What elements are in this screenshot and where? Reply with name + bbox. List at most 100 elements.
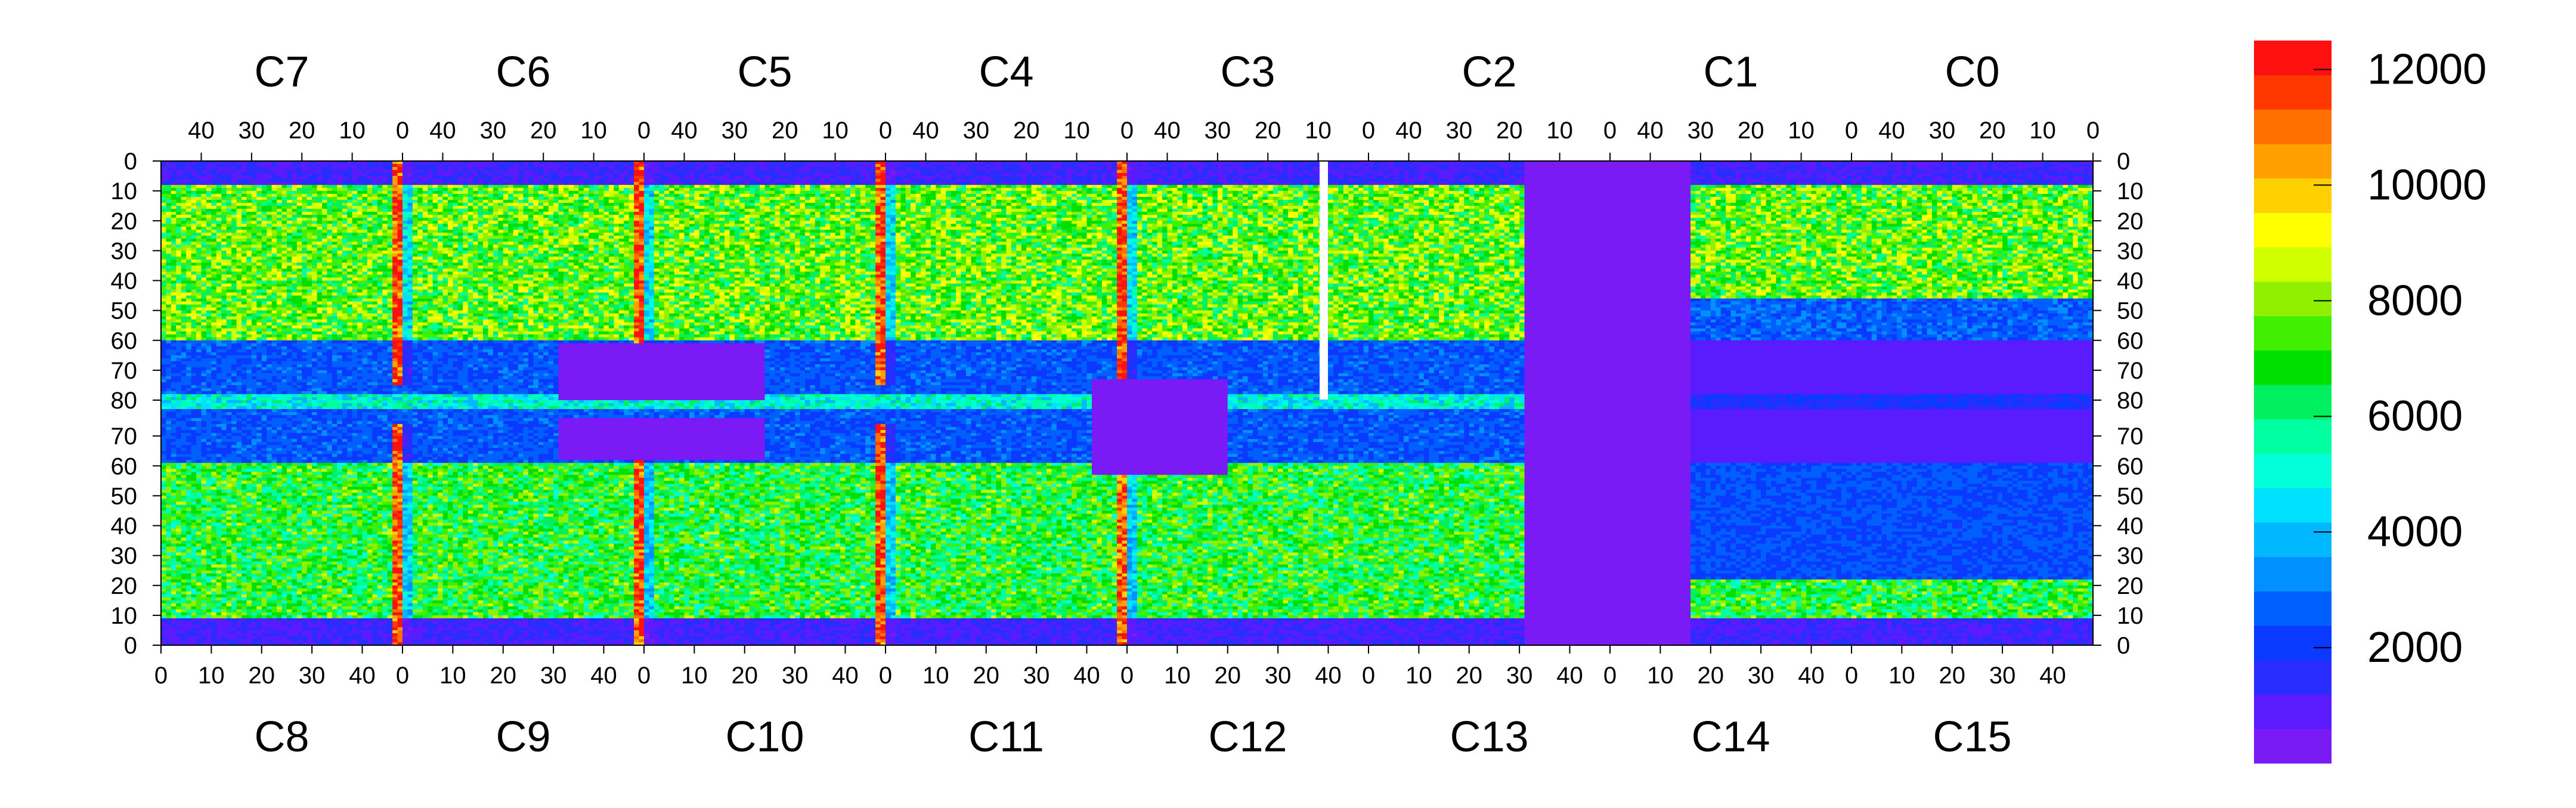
heatmap-cell (991, 206, 997, 209)
heatmap-cell (1056, 161, 1062, 165)
heatmap-cell (483, 209, 489, 212)
heatmap-cell (1227, 179, 1239, 182)
heatmap-cell (1922, 215, 1933, 218)
heatmap-cell (936, 188, 942, 191)
heatmap-cell (332, 215, 338, 218)
heatmap-cell (1197, 185, 1203, 188)
heatmap-cell (1258, 218, 1274, 221)
heatmap-cell (513, 179, 519, 182)
heatmap-cell (387, 176, 393, 179)
heatmap-cell (971, 182, 977, 185)
heatmap-cell (1469, 188, 1475, 191)
heatmap-cell (1237, 203, 1243, 206)
heatmap-cell (2032, 206, 2038, 209)
heatmap-cell (1977, 173, 1983, 177)
heatmap-cell (457, 194, 463, 197)
heatmap-cell (880, 209, 886, 212)
heatmap-cell (865, 176, 871, 179)
heatmap-cell (2032, 161, 2044, 165)
heatmap-cell (463, 188, 469, 191)
heatmap-cell (976, 182, 982, 185)
heatmap-cell (1997, 194, 2003, 197)
heatmap-cell (719, 212, 725, 215)
heatmap-cell (764, 185, 770, 188)
heatmap-cell (1781, 188, 1787, 191)
heatmap-cell (1751, 164, 1757, 168)
heatmap-cell (166, 203, 172, 206)
heatmap-cell (1856, 173, 1872, 177)
heatmap-cell (538, 203, 544, 206)
heatmap-cell (820, 212, 826, 215)
heatmap-cell (886, 185, 896, 188)
heatmap-cell (1177, 200, 1183, 203)
heatmap-cell (332, 194, 338, 197)
heatmap-cell (372, 170, 378, 174)
heatmap-cell (689, 209, 695, 212)
heatmap-cell (161, 191, 172, 194)
heatmap-cell (1902, 197, 1908, 200)
heatmap-cell (1227, 206, 1233, 209)
heatmap-cell (1700, 182, 1706, 185)
heatmap-cell (996, 206, 1007, 209)
heatmap-cell (1902, 188, 1908, 191)
heatmap-cell (890, 212, 896, 215)
heatmap-cell (1233, 191, 1239, 194)
heatmap-cell (412, 194, 418, 197)
heatmap-cell (453, 188, 459, 191)
heatmap-cell (2067, 206, 2073, 209)
heatmap-cell (1182, 188, 1193, 191)
heatmap-cell (1816, 161, 1822, 165)
heatmap-cell (1916, 164, 1943, 168)
heatmap-cell (649, 212, 655, 215)
heatmap-cell (1932, 215, 1938, 218)
heatmap-cell (724, 218, 730, 221)
heatmap-cell (1111, 185, 1117, 188)
heatmap-cell (271, 161, 277, 165)
heatmap-cell (1056, 212, 1062, 215)
heatmap-cell (1076, 200, 1088, 203)
heatmap-cell (543, 194, 549, 197)
heatmap-cell (1383, 176, 1389, 179)
heatmap-cell (478, 185, 484, 188)
heatmap-cell (950, 176, 977, 179)
heatmap-cell (764, 194, 770, 197)
heatmap-cell (1766, 203, 1772, 206)
heatmap-cell (754, 179, 770, 182)
heatmap-cell (296, 218, 302, 221)
heatmap-cell (1046, 191, 1052, 194)
heatmap-cell (1852, 212, 1857, 215)
heatmap-cell (1514, 200, 1525, 203)
heatmap-cell (1268, 197, 1274, 200)
heatmap-cell (317, 185, 323, 188)
heatmap-cell (1871, 206, 1877, 209)
heatmap-cell (573, 203, 579, 206)
heatmap-cell (467, 176, 473, 179)
heatmap-cell (769, 185, 775, 188)
heatmap-cell (171, 218, 177, 221)
heatmap-cell (397, 179, 403, 182)
heatmap-cell (1021, 215, 1027, 218)
heatmap-cell (488, 206, 494, 209)
heatmap-cell (1298, 209, 1304, 212)
heatmap-cell (1796, 215, 1802, 218)
heatmap-cell (900, 191, 906, 194)
heatmap-cell (699, 200, 705, 203)
heatmap-cell (1272, 206, 1284, 209)
heatmap-cell (1766, 176, 1787, 179)
heatmap-cell (1771, 203, 1782, 206)
heatmap-cell (1967, 185, 1973, 188)
heatmap-cell (1846, 185, 1852, 188)
heatmap-cell (669, 191, 675, 194)
heatmap-cell (835, 209, 841, 212)
heatmap-cell (2067, 170, 2073, 174)
heatmap-cell (981, 194, 987, 197)
heatmap-cell (1474, 185, 1480, 188)
heatmap-cell (1519, 215, 1525, 218)
heatmap-cell (1796, 203, 1807, 206)
heatmap-cell (412, 212, 418, 215)
heatmap-cell (1977, 188, 1983, 191)
heatmap-cell (930, 185, 936, 188)
heatmap-cell (1806, 197, 1812, 200)
heatmap-cell (1761, 200, 1767, 203)
heatmap-cell (357, 188, 363, 191)
